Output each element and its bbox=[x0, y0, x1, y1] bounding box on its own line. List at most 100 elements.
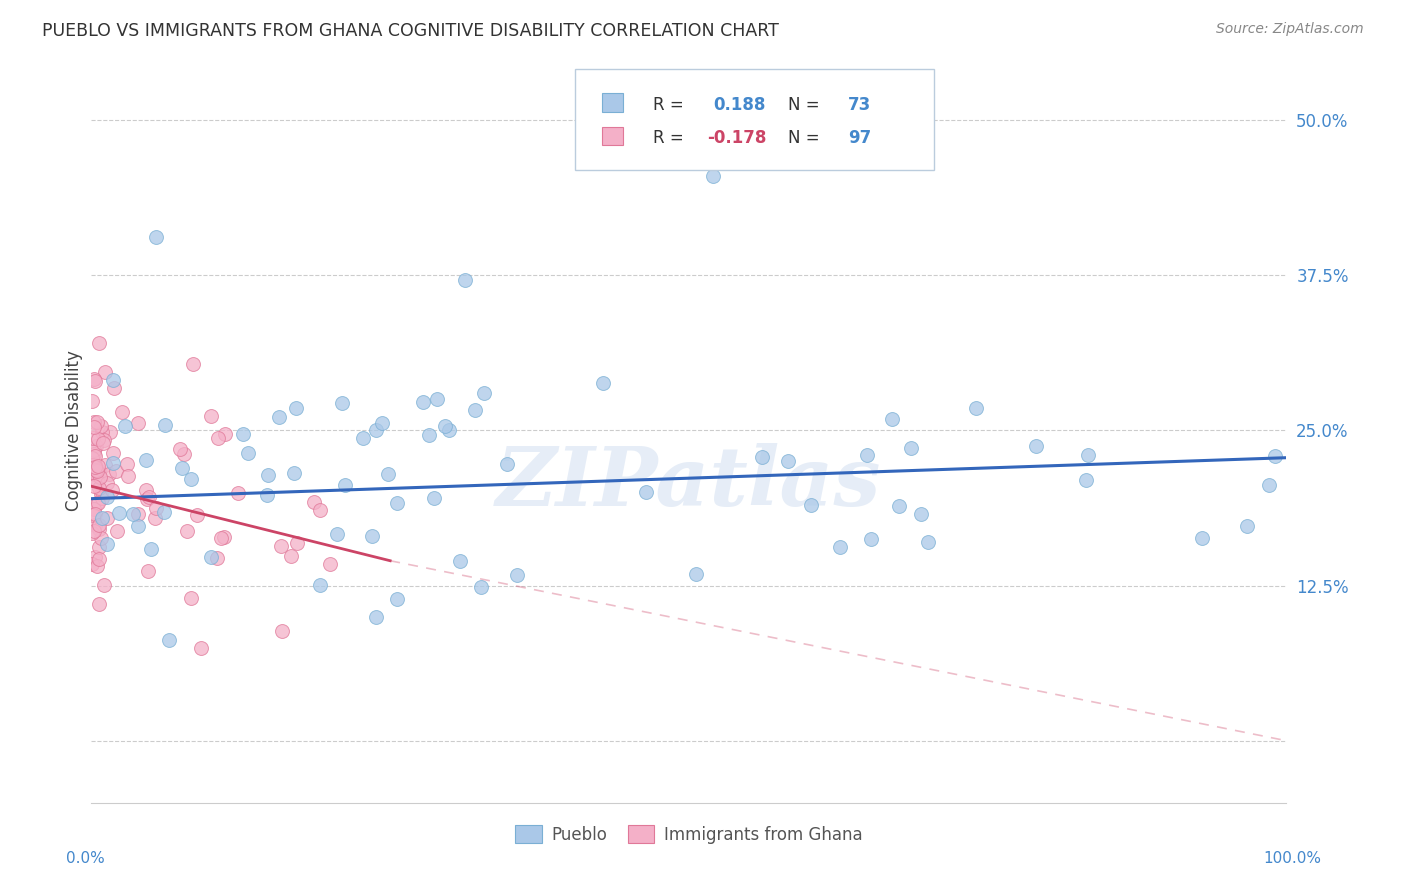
Point bbox=[910, 508, 932, 522]
Point bbox=[283, 467, 305, 481]
Point bbox=[634, 485, 657, 500]
Point bbox=[87, 518, 110, 533]
Point bbox=[84, 508, 107, 522]
Point bbox=[330, 396, 353, 410]
Point bbox=[366, 424, 388, 438]
Point bbox=[90, 486, 112, 500]
Point bbox=[87, 552, 110, 566]
Point bbox=[270, 539, 292, 553]
Point bbox=[83, 457, 105, 471]
Point bbox=[377, 467, 399, 481]
Point bbox=[93, 365, 115, 379]
Point bbox=[302, 495, 325, 509]
Point bbox=[232, 427, 254, 442]
Point bbox=[89, 336, 111, 351]
Point bbox=[93, 458, 115, 472]
Point bbox=[86, 464, 108, 478]
Point bbox=[172, 460, 194, 475]
Point bbox=[270, 624, 292, 638]
Point bbox=[101, 373, 124, 387]
Point bbox=[326, 527, 349, 541]
Point bbox=[226, 486, 249, 500]
Point bbox=[152, 505, 174, 519]
Point bbox=[86, 496, 108, 510]
Point bbox=[139, 541, 162, 556]
Point bbox=[1258, 478, 1281, 492]
Point bbox=[965, 401, 987, 415]
Point bbox=[371, 416, 394, 430]
Point bbox=[80, 526, 103, 541]
Point bbox=[87, 523, 110, 537]
Point bbox=[385, 592, 408, 607]
Point bbox=[506, 568, 529, 582]
Point bbox=[83, 419, 105, 434]
Point bbox=[84, 439, 107, 453]
Point bbox=[702, 169, 724, 183]
Point bbox=[180, 472, 202, 486]
Point bbox=[472, 386, 495, 401]
Point bbox=[751, 450, 773, 464]
Point bbox=[135, 483, 157, 497]
Point bbox=[127, 507, 149, 521]
Point bbox=[437, 423, 460, 437]
Point bbox=[1076, 473, 1098, 487]
Point bbox=[86, 496, 108, 510]
Point bbox=[860, 533, 883, 547]
Text: N =: N = bbox=[789, 96, 820, 114]
Point bbox=[83, 478, 105, 492]
Point bbox=[83, 524, 105, 538]
Bar bbox=[602, 94, 623, 112]
Point bbox=[91, 491, 114, 505]
Point bbox=[423, 491, 446, 505]
Point bbox=[110, 405, 132, 419]
Text: ZIPatlas: ZIPatlas bbox=[496, 442, 882, 523]
Text: 100.0%: 100.0% bbox=[1264, 851, 1322, 866]
Point bbox=[80, 458, 103, 472]
Text: PUEBLO VS IMMIGRANTS FROM GHANA COGNITIVE DISABILITY CORRELATION CHART: PUEBLO VS IMMIGRANTS FROM GHANA COGNITIV… bbox=[42, 22, 779, 40]
Point bbox=[685, 567, 707, 582]
Point bbox=[87, 433, 110, 447]
Point bbox=[115, 457, 138, 471]
Point bbox=[135, 491, 157, 506]
Point bbox=[830, 541, 852, 555]
Point bbox=[285, 536, 308, 550]
Text: 73: 73 bbox=[848, 96, 872, 114]
Point bbox=[285, 401, 308, 416]
Point bbox=[87, 464, 110, 478]
Point bbox=[433, 419, 456, 434]
Point bbox=[104, 464, 127, 478]
Point bbox=[173, 447, 195, 461]
Point bbox=[256, 488, 278, 502]
Point bbox=[776, 454, 799, 468]
Point bbox=[1236, 519, 1258, 533]
Point bbox=[360, 528, 382, 542]
Point bbox=[856, 448, 879, 462]
Point bbox=[90, 531, 112, 545]
Legend: Pueblo, Immigrants from Ghana: Pueblo, Immigrants from Ghana bbox=[509, 819, 869, 850]
Point bbox=[138, 490, 160, 504]
Text: Source: ZipAtlas.com: Source: ZipAtlas.com bbox=[1216, 22, 1364, 37]
Point bbox=[592, 376, 614, 390]
Point bbox=[145, 501, 167, 516]
Point bbox=[449, 554, 471, 568]
Point bbox=[269, 410, 291, 425]
Point bbox=[121, 507, 143, 521]
Point bbox=[87, 467, 110, 482]
Point bbox=[117, 468, 139, 483]
Point bbox=[800, 498, 823, 512]
Point bbox=[143, 510, 166, 524]
Point bbox=[183, 357, 205, 371]
Point bbox=[93, 433, 115, 447]
Point bbox=[83, 442, 105, 457]
Point bbox=[145, 229, 167, 244]
Point bbox=[257, 467, 280, 482]
Point bbox=[364, 610, 387, 624]
Point bbox=[880, 412, 903, 426]
Point bbox=[86, 474, 108, 488]
Point bbox=[87, 481, 110, 495]
Point bbox=[83, 449, 105, 463]
Text: 0.188: 0.188 bbox=[713, 96, 765, 114]
Point bbox=[83, 374, 105, 388]
Y-axis label: Cognitive Disability: Cognitive Disability bbox=[65, 350, 83, 511]
Point bbox=[84, 458, 107, 472]
